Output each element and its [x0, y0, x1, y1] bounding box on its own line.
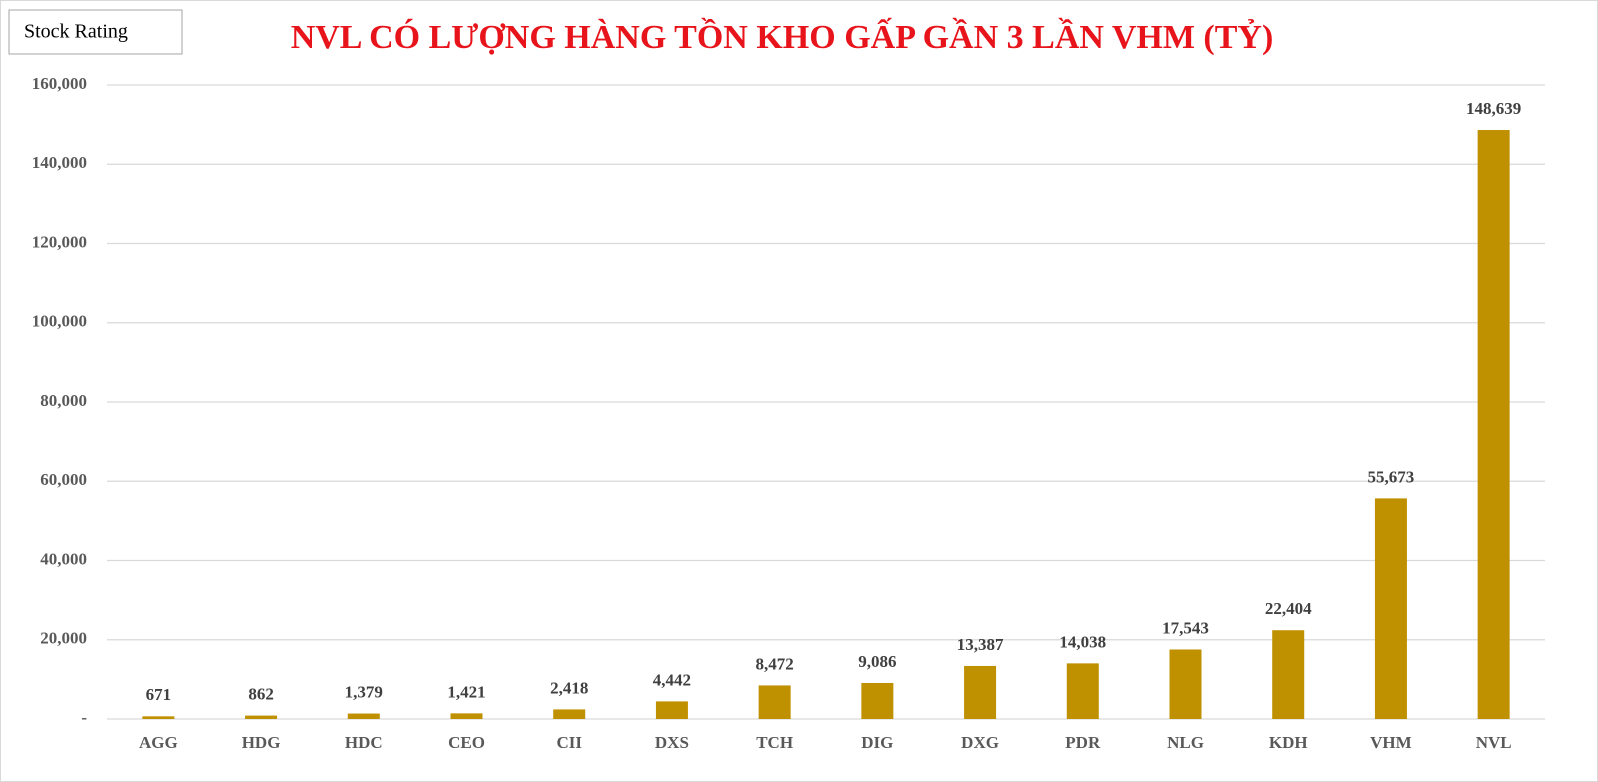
bar [1066, 663, 1099, 719]
x-tick-label: NLG [1167, 733, 1204, 752]
x-tick-label: DXS [655, 733, 689, 752]
bar [553, 709, 586, 719]
bar [861, 682, 894, 719]
value-label: 13,387 [957, 635, 1004, 654]
x-tick-label: HDG [242, 733, 281, 752]
y-tick-label: 160,000 [32, 74, 87, 93]
chart-title: NVL CÓ LƯỢNG HÀNG TỒN KHO GẤP GẦN 3 LẦN … [291, 17, 1274, 56]
x-tick-label: DXG [961, 733, 999, 752]
value-label: 22,404 [1265, 599, 1312, 618]
bar [1477, 130, 1510, 720]
bar [245, 715, 278, 719]
y-tick-label: 60,000 [40, 470, 87, 489]
x-tick-label: PDR [1065, 733, 1101, 752]
x-tick-label: CEO [448, 733, 485, 752]
value-label: 4,442 [653, 670, 691, 689]
value-label: 862 [248, 684, 274, 703]
bar [1374, 498, 1407, 719]
bar [655, 701, 688, 719]
value-label: 55,673 [1368, 467, 1415, 486]
value-label: 1,421 [447, 682, 485, 701]
x-tick-label: AGG [139, 733, 178, 752]
annotation: Stock Rating [24, 21, 128, 43]
value-label: 9,086 [858, 652, 896, 671]
x-tick-label: HDC [345, 733, 383, 752]
value-label: 671 [146, 685, 172, 704]
y-tick-label: 20,000 [40, 629, 87, 648]
x-tick-label: KDH [1269, 733, 1308, 752]
bar [347, 713, 380, 719]
value-label: 148,639 [1466, 99, 1521, 118]
x-tick-label: NVL [1476, 733, 1512, 752]
bar [1169, 649, 1202, 719]
annotation-box [8, 9, 183, 55]
y-tick-label: 140,000 [32, 153, 87, 172]
bar [964, 665, 997, 719]
y-tick-label: 80,000 [40, 391, 87, 410]
value-label: 8,472 [756, 654, 794, 673]
bar [758, 685, 791, 719]
value-label: 2,418 [550, 678, 588, 697]
x-tick-label: DIG [861, 733, 893, 752]
x-tick-label: CII [556, 733, 582, 752]
x-tick-label: TCH [756, 733, 793, 752]
y-tick-label: 120,000 [32, 232, 87, 251]
y-tick-label: 40,000 [40, 549, 87, 568]
bar [1272, 630, 1305, 719]
bar [450, 713, 483, 719]
bar [142, 716, 175, 719]
y-tick-label: - [81, 708, 87, 727]
value-label: 14,038 [1059, 632, 1106, 651]
x-tick-label: VHM [1370, 733, 1412, 752]
value-label: 17,543 [1162, 618, 1209, 637]
y-tick-label: 100,000 [32, 312, 87, 331]
value-label: 1,379 [345, 682, 383, 701]
